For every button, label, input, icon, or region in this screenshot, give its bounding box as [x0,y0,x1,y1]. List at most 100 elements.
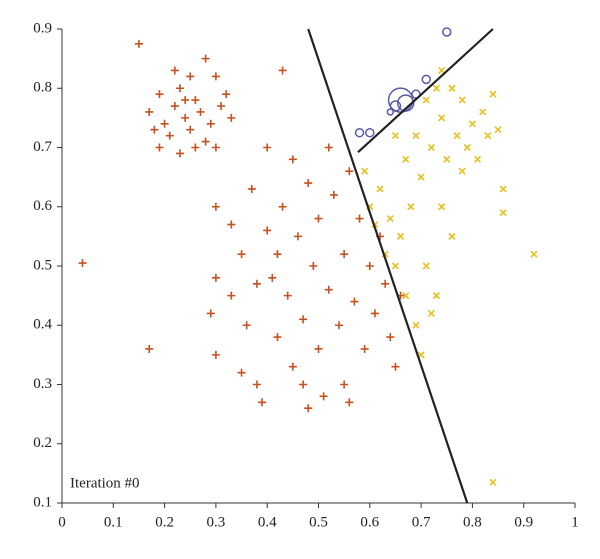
point [438,114,446,122]
point [354,127,365,138]
point [217,102,226,111]
boundary-line [357,28,494,154]
point [448,84,456,92]
point [391,362,400,371]
point [314,344,323,353]
y-tick-label: 0.6 [33,198,52,214]
point [252,380,261,389]
point [389,100,402,112]
point [453,132,461,140]
point [396,94,415,112]
point [145,344,154,353]
point [181,96,190,105]
point [201,54,210,63]
point [288,362,297,371]
point [283,291,292,300]
point [165,131,174,140]
point [247,184,256,193]
point [314,214,323,223]
x-tick-label: 0.2 [155,514,174,530]
point [361,167,369,175]
point [381,279,390,288]
y-tick-label: 0.9 [33,20,52,36]
x-tick-label: 0.9 [514,514,533,530]
point [175,149,184,158]
point [422,96,430,104]
point [365,262,374,270]
x-tick-label: 0.5 [309,514,328,530]
point [242,321,251,330]
point [263,226,272,235]
point [402,155,410,163]
point [432,292,441,300]
x-tick-label: 0.3 [207,514,226,530]
point [252,279,261,288]
point [365,127,375,138]
point [293,232,302,241]
x-tick-label: 0.7 [412,514,431,530]
point [155,143,164,152]
point [211,202,220,211]
point [355,214,364,223]
x-tick-label: 0.6 [360,514,379,530]
boundary-line [307,28,469,504]
point [473,155,482,163]
point [278,66,287,75]
point [201,137,210,146]
point [304,404,313,413]
point [175,84,184,93]
point [278,202,287,211]
point [145,107,154,116]
point [443,155,451,163]
annotation: Iteration #0 [70,475,140,491]
point [391,132,400,140]
point [191,143,200,152]
point [463,143,471,152]
point [530,250,538,258]
point [427,309,435,317]
x-tick-label: 1 [571,514,579,530]
point [211,350,220,359]
point [211,72,220,81]
point [196,107,205,116]
point [222,90,231,99]
y-tick-label: 0.3 [33,376,52,392]
point [160,119,169,128]
point [427,143,435,152]
point [386,108,395,116]
point [489,90,497,98]
point [376,185,384,193]
point [181,113,190,122]
point [402,292,410,300]
point [304,179,313,188]
point [186,125,195,134]
point [448,232,456,240]
point [438,66,446,75]
point [391,262,400,270]
point [206,119,215,128]
point [340,380,349,389]
point [299,315,308,324]
point [422,262,430,270]
point [170,66,179,75]
y-tick-label: 0.8 [33,80,52,96]
x-tick-label: 0 [58,514,66,530]
point [499,185,507,193]
point [421,74,431,85]
point [299,380,308,389]
point [309,262,318,270]
point [170,102,179,111]
point [489,478,497,486]
point [432,84,441,92]
point [494,126,502,134]
point [397,232,405,240]
point [412,321,420,329]
point [335,321,344,330]
point [324,285,333,294]
point [155,90,164,99]
point [227,291,236,300]
point [319,392,328,401]
point [407,203,415,211]
point [479,108,487,116]
